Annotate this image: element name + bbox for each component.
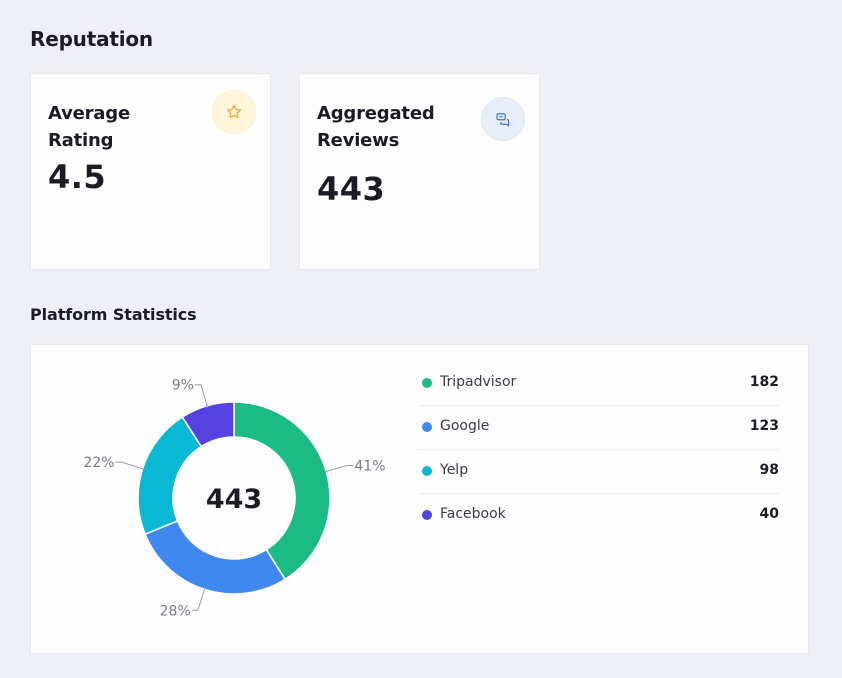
average-rating-value: 4.5 (48, 158, 107, 196)
legend-label: Google (440, 418, 490, 434)
google-color-dot (422, 422, 432, 432)
legend-row-facebook: Facebook 40 (419, 494, 779, 537)
donut-chart: 41% 28% 22% 9% 443 (83, 378, 385, 620)
platform-statistics-panel: 41% 28% 22% 9% 443 Tripadvisor 182 Google 12… (30, 344, 809, 654)
aggregated-reviews-title: Aggregated Reviews (317, 103, 435, 151)
legend-row-tripadvisor: Tripadvisor 182 (419, 362, 779, 406)
percent-label-google: 28% (160, 603, 191, 619)
facebook-color-dot (422, 510, 432, 520)
chat-bubbles-icon (481, 97, 525, 141)
aggregated-reviews-card: Aggregated Reviews 443 (299, 73, 540, 270)
legend-label: Yelp (440, 462, 469, 478)
legend-value: 123 (749, 418, 779, 434)
yelp-color-dot (422, 466, 432, 476)
page-title: Reputation (30, 27, 153, 51)
aggregated-reviews-value: 443 (317, 170, 386, 208)
leader-line-yelp (115, 461, 145, 470)
percent-label-yelp: 22% (83, 455, 114, 471)
leader-line-facebook (194, 384, 209, 408)
legend-label: Facebook (440, 506, 506, 522)
legend-row-yelp: Yelp 98 (419, 450, 779, 494)
donut-slice-tripadvisor (233, 401, 331, 581)
legend-label: Tripadvisor (440, 374, 517, 390)
donut-center-total: 443 (206, 484, 262, 515)
average-rating-card: Average Rating 4.5 (30, 73, 271, 270)
average-rating-title: Average Rating (48, 103, 130, 151)
leader-line-google (191, 587, 206, 611)
star-icon (212, 90, 256, 134)
donut-slice-google (144, 520, 287, 595)
legend-value: 182 (749, 374, 779, 390)
platform-statistics-title: Platform Statistics (30, 305, 197, 324)
legend-value: 40 (759, 506, 779, 522)
donut-slice-yelp (137, 416, 203, 536)
leader-line-tripadvisor (324, 464, 354, 473)
percent-label-tripadvisor: 41% (354, 458, 385, 474)
tripadvisor-color-dot (422, 378, 432, 388)
percent-label-facebook: 9% (172, 378, 194, 394)
legend-row-google: Google 123 (419, 406, 779, 450)
platform-legend: Tripadvisor 182 Google 123 Yelp 98 Faceb… (419, 362, 779, 537)
donut-slice-facebook (181, 401, 235, 448)
legend-value: 98 (759, 462, 779, 478)
